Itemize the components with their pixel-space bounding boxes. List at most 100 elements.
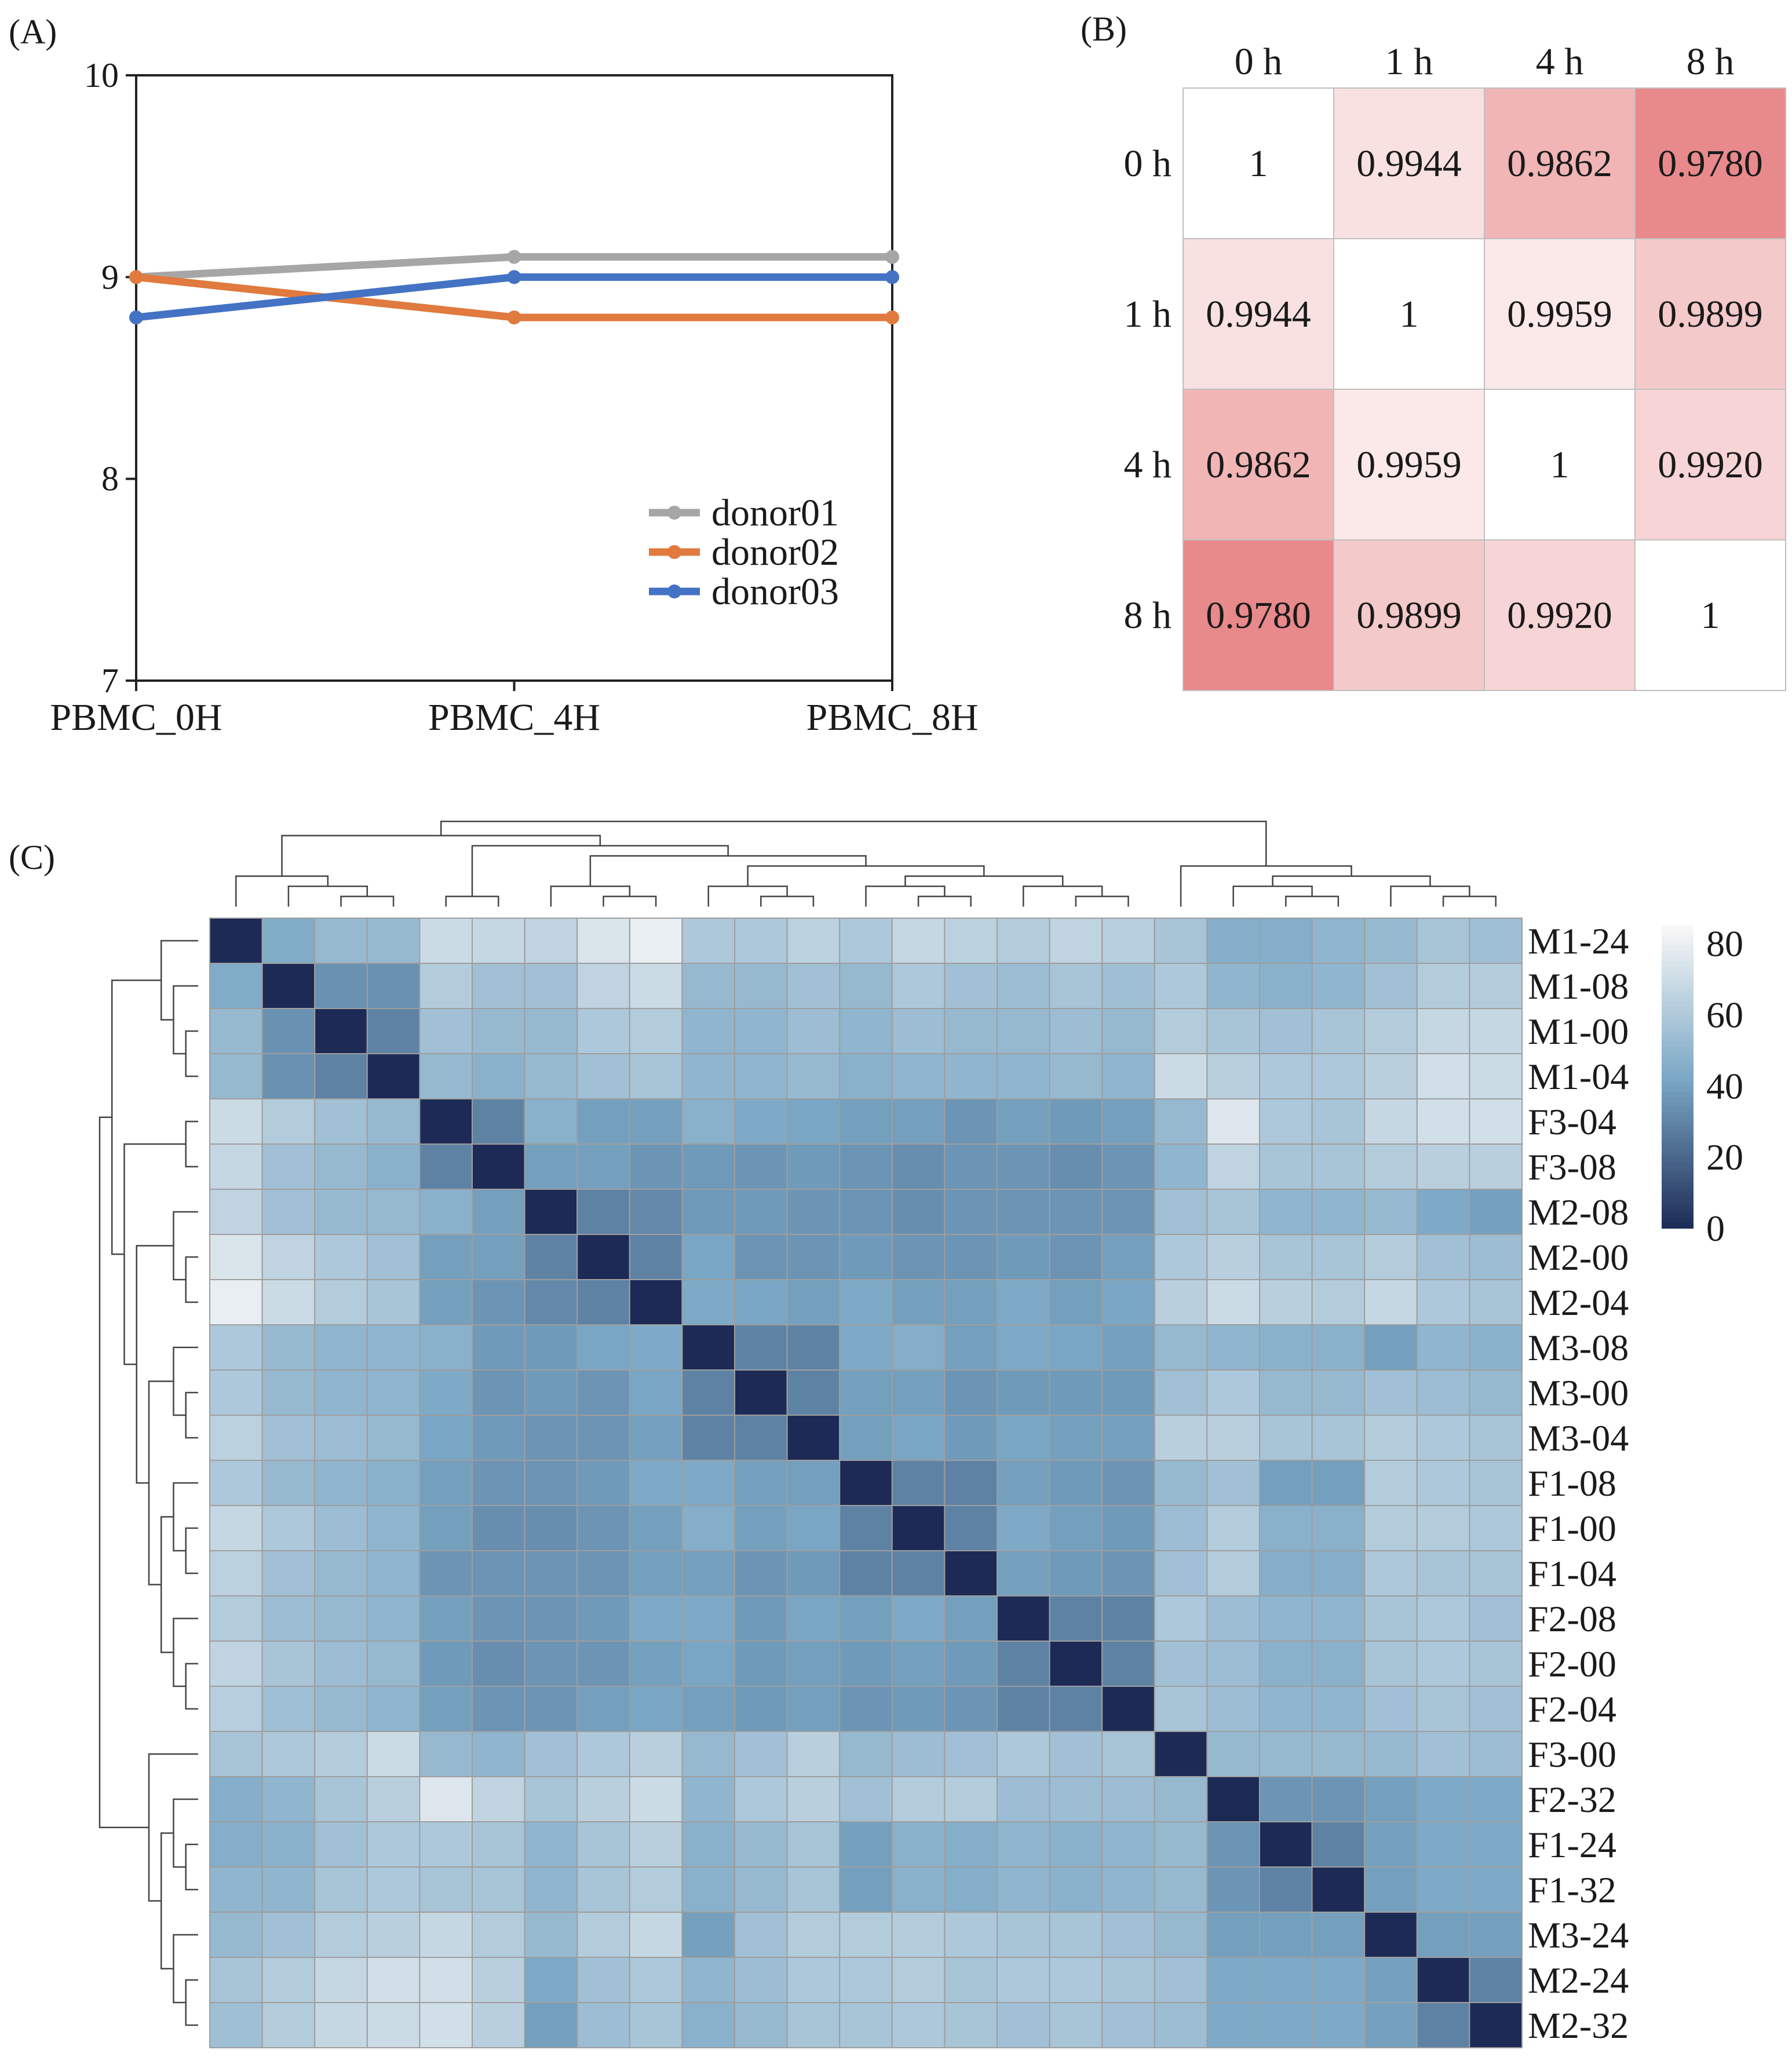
row-label: F2-32 <box>1528 1779 1616 1820</box>
row-label: M1-04 <box>1528 1056 1629 1097</box>
heatmap-cell <box>997 1008 1050 1054</box>
heatmap-cell <box>786 2002 841 2048</box>
heatmap-cell <box>1154 2002 1208 2048</box>
heatmap-cell <box>1364 1505 1418 1551</box>
heatmap-cell <box>1049 1053 1103 1099</box>
heatmap-cell <box>997 1641 1050 1687</box>
heatmap-cell <box>1259 918 1313 964</box>
heatmap-cell <box>1469 1053 1523 1099</box>
heatmap-cell <box>891 963 946 1009</box>
heatmap-cell <box>1154 1595 1208 1642</box>
heatmap-cell <box>576 1821 630 1868</box>
colorbar-segment <box>1662 930 1694 937</box>
row-label: F1-08 <box>1528 1463 1616 1504</box>
heatmap-cell <box>576 1279 630 1325</box>
data-point-donor03 <box>885 270 899 284</box>
dendrogram-branch <box>1285 896 1340 907</box>
heatmap-cell <box>1311 1008 1366 1054</box>
heatmap-cell <box>472 2002 525 2048</box>
heatmap-cell <box>629 1234 683 1280</box>
heatmap-cell <box>629 1369 683 1416</box>
heatmap-cell <box>366 1098 421 1145</box>
heatmap-cell <box>1416 1415 1470 1461</box>
heatmap-cell <box>524 2002 578 2048</box>
heatmap-cell <box>1469 1550 1523 1596</box>
heatmap-cell <box>576 1505 630 1551</box>
cell-value: 0.9920 <box>1658 444 1763 486</box>
heatmap-cell <box>419 1234 473 1280</box>
heatmap-cell <box>734 1776 788 1822</box>
row-label: F1-04 <box>1528 1553 1616 1594</box>
heatmap-cell <box>1206 1324 1260 1371</box>
heatmap-cell <box>1206 963 1260 1009</box>
heatmap-cell <box>1259 1098 1313 1145</box>
heatmap-cell <box>997 1234 1050 1280</box>
colorbar-segment <box>1662 1107 1694 1113</box>
colorbar-segment <box>1662 1188 1694 1194</box>
colorbar-segment <box>1662 1147 1694 1153</box>
heatmap-cell <box>524 1866 578 1913</box>
heatmap-cell <box>576 918 630 964</box>
heatmap-cell <box>997 1279 1050 1325</box>
heatmap-cell <box>366 1866 421 1913</box>
heatmap-cell <box>472 918 525 964</box>
heatmap-cell <box>472 1143 525 1190</box>
heatmap-cell <box>629 1098 683 1145</box>
heatmap-cell <box>366 1595 421 1642</box>
heatmap-cell <box>524 918 578 964</box>
heatmap-cell <box>997 1324 1050 1371</box>
dendrogram-branch <box>440 820 1267 866</box>
heatmap-cell <box>944 1143 998 1190</box>
colorbar-segment <box>1662 1182 1694 1189</box>
heatmap-cell <box>1101 1053 1155 1099</box>
dendrogram-branch <box>98 1116 149 1828</box>
heatmap-cell <box>366 963 421 1009</box>
heatmap-cell <box>839 1550 893 1596</box>
heatmap-cell <box>261 918 316 964</box>
heatmap-cell <box>1364 1957 1418 2003</box>
heatmap-cell <box>314 1776 368 1822</box>
heatmap-cell <box>1206 1641 1260 1687</box>
heatmap-cell <box>891 1550 946 1596</box>
heatmap-cell <box>1311 1053 1366 1099</box>
heatmap-cell <box>472 1912 525 1958</box>
legend-marker <box>667 584 681 598</box>
heatmap-cell <box>261 1957 316 2003</box>
heatmap-cell <box>1101 1550 1155 1596</box>
heatmap-cell <box>1049 1234 1103 1280</box>
heatmap-cell <box>472 1415 525 1461</box>
heatmap-cell <box>366 1912 421 1958</box>
heatmap-cell <box>472 1460 525 1506</box>
heatmap-cell <box>1049 1912 1103 1958</box>
heatmap-cell <box>419 1460 473 1506</box>
heatmap-cell <box>1311 963 1366 1009</box>
heatmap-cell <box>839 1189 893 1235</box>
heatmap-cell <box>1364 1912 1418 1958</box>
heatmap-cell <box>944 963 998 1009</box>
heatmap-cell <box>1311 1731 1366 1777</box>
colorbar-segment <box>1662 1208 1694 1214</box>
heatmap-cell <box>1049 1505 1103 1551</box>
dendrogram-branch <box>589 855 867 886</box>
heatmap-cell <box>891 1279 946 1325</box>
heatmap-cell <box>1311 1189 1366 1235</box>
heatmap-cell <box>576 1189 630 1235</box>
row-label: F1-24 <box>1528 1824 1616 1865</box>
heatmap-cell <box>472 1008 525 1054</box>
colorbar-segment <box>1662 1051 1694 1058</box>
heatmap-cell <box>261 1550 316 1596</box>
heatmap-cell <box>1259 963 1313 1009</box>
heatmap-cell <box>419 1324 473 1371</box>
heatmap-cell <box>1154 1053 1208 1099</box>
heatmap-cell <box>1206 1279 1260 1325</box>
colorbar-tick-label: 60 <box>1706 995 1743 1036</box>
heatmap-cell <box>419 1505 473 1551</box>
heatmap-cell <box>419 1008 473 1054</box>
heatmap-cell <box>681 1324 736 1371</box>
heatmap-cell <box>997 1098 1050 1145</box>
heatmap-cell <box>1469 1957 1523 2003</box>
heatmap-cell <box>524 1776 578 1822</box>
heatmap-cell <box>1206 1053 1260 1099</box>
heatmap-cell <box>314 1143 368 1190</box>
